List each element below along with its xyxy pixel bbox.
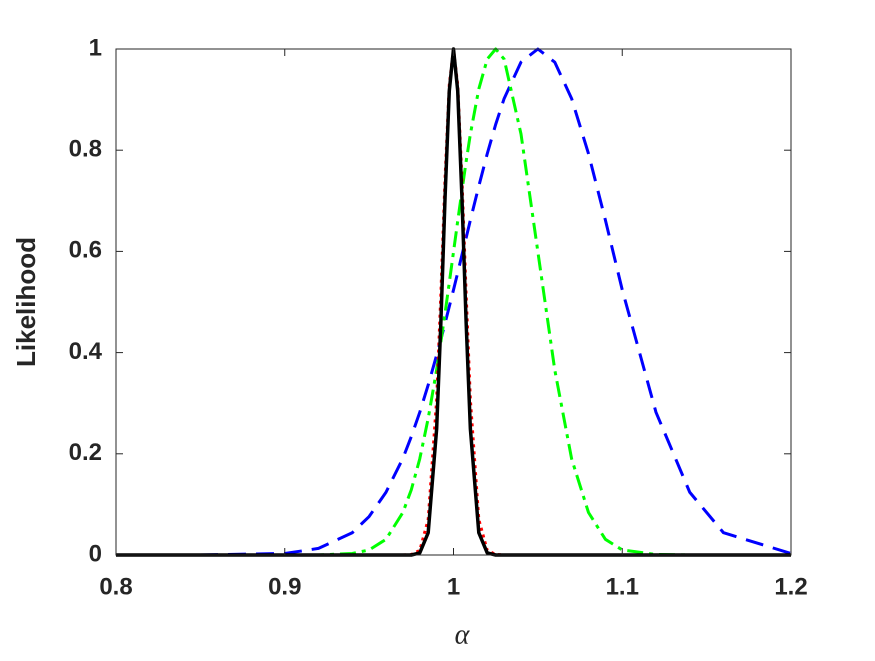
x-tick-label: 1 [447, 573, 460, 600]
x-tick-label: 0.8 [99, 573, 132, 600]
axes-box [115, 48, 792, 556]
plot-area [116, 49, 791, 555]
y-tick-label: 0 [89, 540, 102, 567]
x-tick-label: 0.9 [268, 573, 301, 600]
x-tick-label: 1.1 [606, 573, 639, 600]
x-axis-label: α [455, 619, 471, 650]
y-tick-label: 0.8 [69, 136, 102, 163]
y-axis-label: Likelihood [11, 237, 41, 367]
y-tick-label: 0.4 [69, 338, 103, 365]
y-tick-label: 1 [89, 34, 102, 61]
y-tick-label: 0.2 [69, 439, 102, 466]
y-tick-label: 0.6 [69, 237, 102, 264]
data-line [116, 47, 792, 557]
x-tick-label: 1.2 [774, 573, 807, 600]
